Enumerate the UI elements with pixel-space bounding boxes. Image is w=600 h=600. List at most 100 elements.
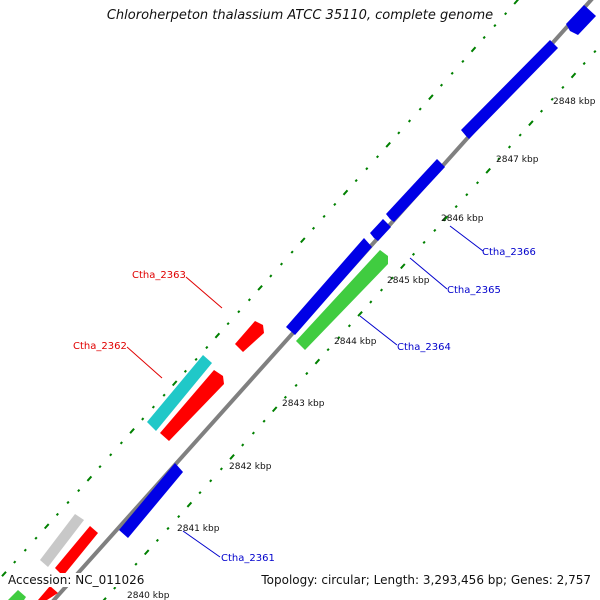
inner-tick-mark [229,454,235,460]
outer-tick-mark [418,107,422,111]
outer-tick-mark [119,441,123,445]
outer-tick-mark [375,155,380,159]
inner-tick-mark [497,157,501,161]
gene-arrow-blue[interactable] [370,219,391,241]
inner-tick-mark [294,383,298,387]
outer-tick-mark [151,405,155,409]
inner-tick-mark [113,586,117,590]
outer-tick-mark [322,214,326,218]
outer-tick-mark [493,24,497,28]
outer-tick-mark [109,453,113,457]
inner-tick-mark [357,311,363,317]
outer-tick-mark [300,237,306,244]
outer-tick-mark [385,141,391,148]
inner-tick-mark [411,252,416,256]
outer-tick-mark [194,357,198,361]
inner-tick-mark [219,467,223,471]
gene-label-ctha-2363: Ctha_2363 [132,270,186,281]
scale-label-2844: 2844 kbp [334,337,377,347]
outer-tick-mark [214,332,221,339]
scale-label-2841: 2841 kbp [177,524,220,534]
scale-label-2842: 2842 kbp [229,462,272,472]
inner-tick-mark [251,431,255,435]
gene-arrow-gray[interactable] [40,514,84,567]
gene-arrow-ctha-2361[interactable] [119,463,183,538]
inner-tick-mark [593,50,597,54]
inner-tick-mark [134,562,138,566]
gene-label-ctha-2366: Ctha_2366 [482,247,536,258]
outer-tick-mark [397,131,401,135]
scale-label-2847: 2847 kbp [496,155,539,165]
inner-tick-mark [143,549,150,556]
inner-tick-mark [561,85,565,89]
leader-line-ctha-2363 [185,276,223,309]
inner-tick-mark [198,491,202,495]
scale-label-2848: 2848 kbp [553,97,596,107]
gene-arrow-ctha-2365[interactable] [286,238,372,335]
inner-tick-mark [390,276,394,280]
inner-tick-mark [102,597,107,600]
gene-label-ctha-2365: Ctha_2365 [447,285,501,296]
outer-tick-mark [513,0,519,5]
inner-tick-mark [442,215,449,222]
gene-arrow-red[interactable] [55,526,98,576]
inner-tick-mark [369,300,373,304]
outer-tick-mark [171,380,178,387]
inner-tick-track [102,50,597,600]
gene-arrow-ctha-2364[interactable] [296,250,388,350]
inner-tick-mark [271,406,278,413]
outer-tick-mark [269,274,273,278]
gene-arrow-ctha-2362[interactable] [147,355,212,431]
outer-tick-mark [354,179,358,183]
outer-tick-mark [77,489,81,493]
leader-line-ctha-2366 [449,225,484,252]
inner-tick-mark [582,61,586,66]
inner-tick-mark [475,181,480,185]
gene-arrow-green[interactable] [8,590,26,600]
gene-arrow-red[interactable] [38,586,58,600]
inner-tick-mark [433,228,437,232]
outer-tick-mark [237,310,241,314]
outer-tick-mark [13,560,17,564]
gene-arrow-red[interactable] [160,370,224,441]
topology-summary-text: Topology: circular; Length: 3,293,456 bp… [261,573,591,587]
leader-line-ctha-2365 [409,257,448,290]
label-leader-lines [126,225,484,558]
outer-tick-mark [162,393,166,397]
scale-label-2846: 2846 kbp [441,214,484,224]
outer-tick-mark [439,83,444,87]
outer-tick-mark [98,465,102,469]
inner-tick-mark [241,443,245,447]
inner-tick-mark [283,395,287,399]
outer-tick-mark [226,322,230,326]
inner-tick-mark [347,324,351,328]
gene-arrow-blue[interactable] [386,159,445,222]
gene-arrow-ctha-2363[interactable] [235,321,264,352]
inner-tick-mark [379,288,384,292]
scale-label-2843: 2843 kbp [282,399,325,409]
map-title: Chloroherpeton thalassium ATCC 35110, co… [106,8,494,23]
gene-arrow-blue[interactable] [461,40,558,139]
outer-tick-mark [450,71,454,75]
accession-text: Accession: NC_011026 [8,573,145,587]
gene-arrow-blue[interactable] [566,5,596,35]
outer-tick-mark [1,571,7,577]
outer-tick-mark [247,298,251,302]
reverse-strand-genes [119,5,596,538]
outer-tick-mark [129,428,135,434]
outer-tick-mark [290,250,294,254]
inner-tick-mark [539,109,544,113]
inner-tick-mark [465,193,469,197]
outer-tick-mark [55,512,59,516]
inner-tick-mark [155,538,159,542]
outer-tick-mark [43,523,50,530]
gene-label-ctha-2361: Ctha_2361 [221,553,275,564]
gene-label-ctha-2364: Ctha_2364 [397,342,451,353]
inner-tick-mark [166,526,170,531]
outer-tick-mark [365,167,369,171]
outer-tick-mark [482,35,486,40]
outer-tick-mark [66,500,70,505]
scale-label-2845: 2845 kbp [387,276,430,286]
inner-tick-mark [570,72,577,79]
